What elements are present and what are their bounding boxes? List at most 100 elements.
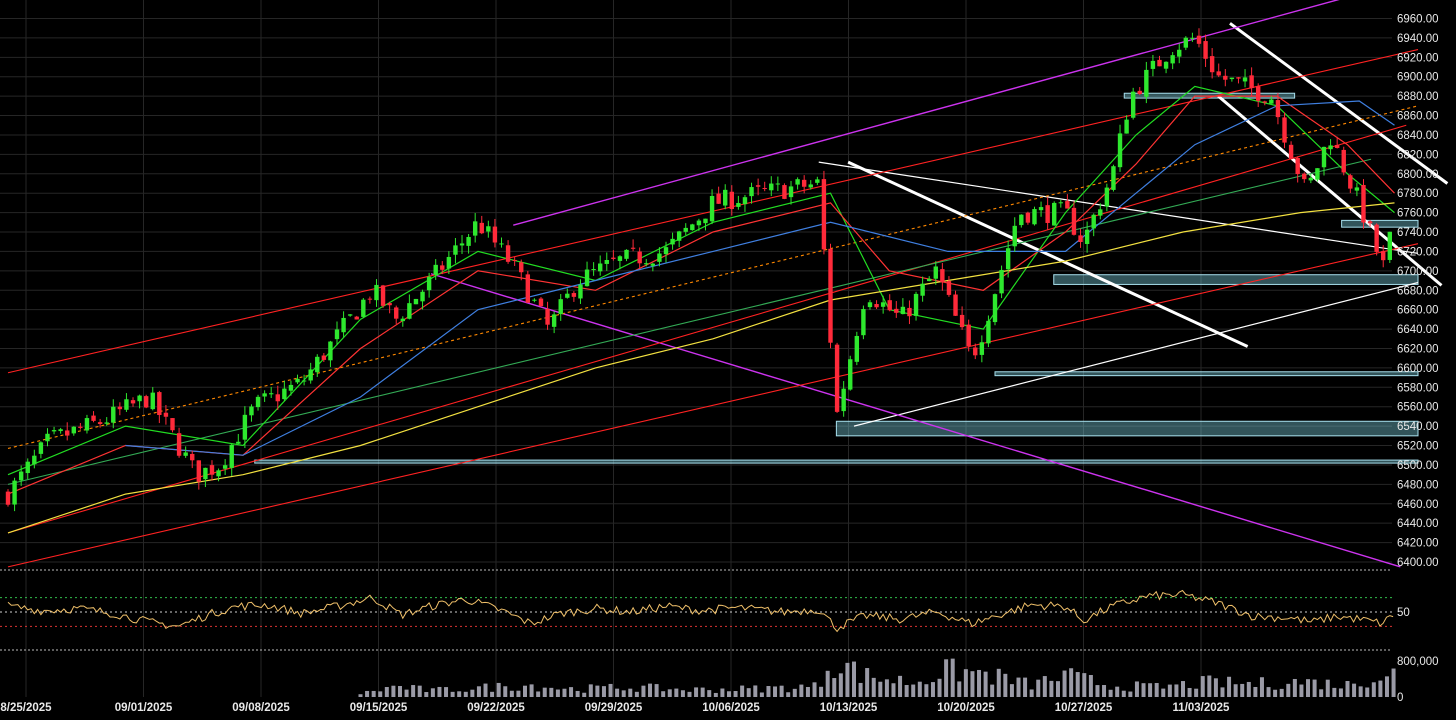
candle-body <box>736 203 741 207</box>
candle-body <box>611 257 616 259</box>
price-axis: 6400.00 6420.00 6440.00 6460.00 6480.00 6500.… <box>1397 14 1439 705</box>
candle-body <box>1282 117 1287 143</box>
volume-bar <box>549 687 554 697</box>
candle-body <box>196 460 202 482</box>
candle-body <box>729 191 734 209</box>
y-tick-label: 6640.00 <box>1397 324 1439 336</box>
candle-body <box>900 306 906 315</box>
x-tick-label: 11/03/2025 <box>1173 702 1231 714</box>
volume-bar <box>1095 685 1100 697</box>
volume-bar <box>1207 675 1212 697</box>
candle-body <box>630 247 636 249</box>
candle-body <box>940 269 945 283</box>
volume-bar <box>542 687 547 697</box>
candle-body <box>815 179 820 183</box>
volume-bar <box>746 688 751 697</box>
volume-bar <box>1358 686 1363 697</box>
volume-bar <box>845 662 850 697</box>
volume-bar <box>1009 684 1014 697</box>
volume-bar <box>1352 683 1357 697</box>
y-tick-label: 6960.00 <box>1397 14 1439 26</box>
volume-bar <box>654 684 659 697</box>
candle-body <box>525 274 531 303</box>
y-tick-label: 6680.00 <box>1397 285 1439 297</box>
candle-body <box>65 430 70 436</box>
volume-bar <box>562 688 567 697</box>
volume-bar <box>1148 683 1153 697</box>
volume-bar <box>483 683 488 697</box>
candle-body <box>1302 173 1307 180</box>
volume-bar <box>555 689 560 697</box>
candle-body <box>400 318 405 322</box>
candle-body <box>894 308 899 313</box>
candle-body <box>328 341 333 361</box>
volume-bar <box>898 675 903 697</box>
candle-body <box>1058 202 1063 204</box>
y-tick-label: 6720.00 <box>1397 246 1439 258</box>
candle-body <box>1256 86 1261 101</box>
volume-bar <box>1029 689 1034 697</box>
y-tick-label: 6620.00 <box>1397 343 1439 355</box>
candle-body <box>723 189 728 206</box>
candle-body <box>874 304 879 308</box>
volume-bar <box>1319 689 1324 697</box>
candle-body <box>203 467 208 480</box>
volume-bar <box>977 669 982 697</box>
candle-body <box>459 243 465 246</box>
volume-bar <box>1042 676 1047 697</box>
volume-bar <box>838 673 843 697</box>
volume-bar <box>509 690 514 697</box>
candle-body <box>867 302 873 308</box>
candle-body <box>361 299 366 317</box>
candle-body <box>216 470 221 477</box>
volume-bar <box>957 681 962 697</box>
trendline <box>853 281 1419 427</box>
volume-bar <box>1115 686 1120 697</box>
trendline <box>7 243 1419 568</box>
volume-bar <box>411 685 416 697</box>
volume-bar <box>1371 682 1376 697</box>
candle-body <box>1288 144 1294 159</box>
candle-body <box>209 465 215 475</box>
volume-bar <box>1055 681 1060 697</box>
candle-body <box>1170 55 1175 64</box>
volume-bar <box>871 677 876 697</box>
candle-body <box>334 329 340 340</box>
volume-bar <box>358 694 363 697</box>
trendline <box>7 124 1407 534</box>
volume-bar <box>457 691 462 697</box>
y-tick-label: 6460.00 <box>1397 499 1439 511</box>
candle-body <box>1374 224 1379 252</box>
candle-body <box>782 185 787 199</box>
candle-body <box>1203 41 1208 59</box>
candle-body <box>946 281 952 295</box>
candle-body <box>111 406 116 423</box>
candle-body <box>150 392 155 410</box>
candle-body <box>183 452 188 456</box>
candle-body <box>1334 144 1340 148</box>
candle-body <box>143 396 149 408</box>
volume-bar <box>397 686 402 697</box>
volume-bar <box>1069 668 1074 697</box>
candle-body <box>1269 99 1274 104</box>
candle-body <box>1163 61 1169 69</box>
candle-body <box>821 179 827 250</box>
candle-body <box>472 221 478 236</box>
volume-bar <box>944 659 949 697</box>
candle-body <box>604 260 609 264</box>
oscillator-panel <box>0 589 1394 633</box>
candle-body <box>1249 75 1254 88</box>
volume-bar <box>490 691 495 697</box>
volume-bar <box>529 684 534 697</box>
candle-body <box>1111 166 1116 190</box>
candle-body <box>301 380 307 382</box>
y-tick-label: 6740.00 <box>1397 227 1439 239</box>
volume-bar <box>1259 677 1264 697</box>
volume-bar <box>463 691 468 697</box>
volume-bar <box>1102 685 1107 697</box>
volume-bar <box>1233 684 1238 697</box>
candle-body <box>1012 225 1017 247</box>
volume-bar <box>601 686 606 697</box>
volume-bar <box>569 687 574 697</box>
